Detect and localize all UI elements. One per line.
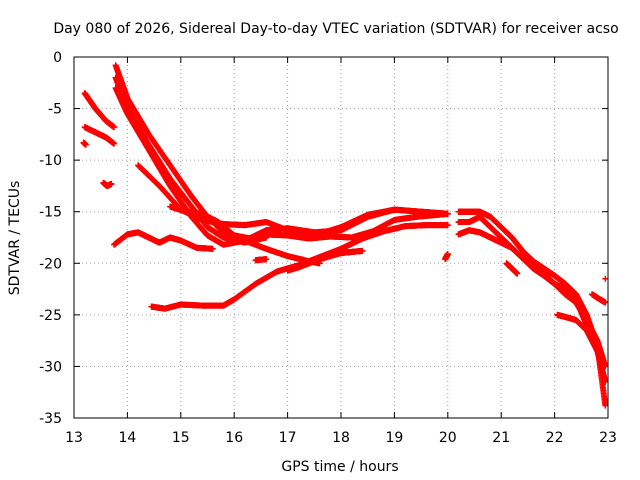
data-point	[82, 141, 89, 148]
x-tick-label: 13	[65, 430, 83, 446]
y-tick-label: -5	[48, 102, 62, 118]
x-tick-label: 16	[225, 430, 243, 446]
data-point	[111, 140, 118, 147]
series-s14	[442, 251, 451, 263]
x-tick-label: 19	[385, 430, 403, 446]
axis-ticks: 13 14 15 16 17 18 19 20 21 22 23 0 -5 -10 -15 -20 -25 -30…	[39, 50, 617, 446]
series-s15	[455, 208, 609, 409]
series-s4	[100, 179, 115, 189]
y-tick-label: -20	[39, 256, 62, 272]
x-tick-label: 23	[599, 430, 617, 446]
chart-title: Day 080 of 2026, Sidereal Day-to-day VTE…	[53, 21, 618, 37]
series-s12	[252, 256, 270, 264]
data-point	[108, 180, 115, 187]
x-tick-label: 21	[492, 430, 510, 446]
series-s2	[81, 124, 118, 147]
y-tick-label: -25	[39, 308, 62, 324]
x-tick-label: 17	[279, 430, 297, 446]
x-tick-label: 14	[118, 430, 136, 446]
series-s1	[81, 90, 118, 131]
x-tick-label: 15	[172, 430, 190, 446]
y-tick-label: -30	[39, 359, 62, 375]
y-tick-label: -35	[39, 411, 62, 427]
y-tick-label: -15	[39, 205, 62, 221]
data-point	[111, 124, 118, 131]
series-s3	[80, 139, 89, 148]
x-tick-label: 20	[439, 430, 457, 446]
x-tick-label: 22	[546, 430, 564, 446]
data-points	[80, 62, 609, 409]
series-s10	[111, 229, 216, 252]
y-tick-label: -10	[39, 153, 62, 169]
x-tick-label: 18	[332, 430, 350, 446]
series-s16	[455, 213, 609, 385]
y-tick-label: 0	[53, 50, 62, 66]
